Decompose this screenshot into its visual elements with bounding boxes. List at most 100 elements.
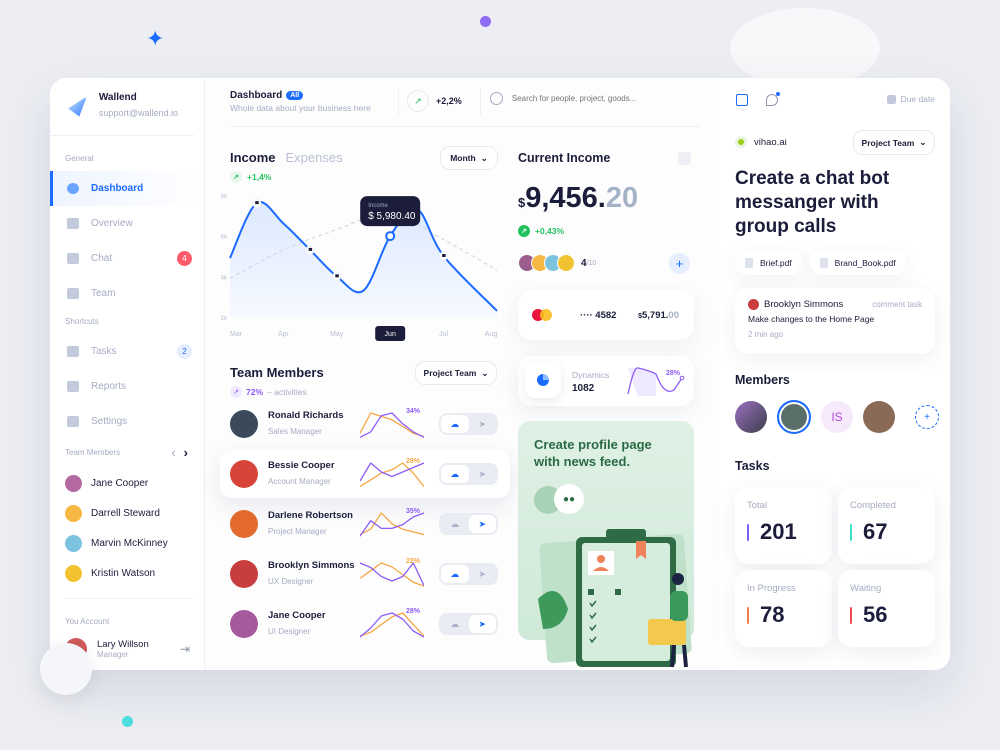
sidebar-item-chat[interactable]: Chat 4 <box>50 241 204 276</box>
logout-icon[interactable]: ⇥ <box>179 642 190 656</box>
search-bar[interactable] <box>490 92 670 105</box>
member-avatar[interactable] <box>777 400 811 434</box>
chevron-right-icon[interactable]: › <box>183 445 188 460</box>
filter-badge[interactable]: All <box>286 91 304 100</box>
task-title: Create a chat bot messanger with group c… <box>735 168 890 237</box>
sidebar-item-label: Chat <box>91 253 113 264</box>
tooltip-label: Income <box>368 203 388 209</box>
tab-income[interactable]: Income <box>230 150 276 165</box>
team-member-row[interactable]: Darlene Robertson Project Manager 35% ☁ ➤ <box>220 500 510 548</box>
add-member-button[interactable]: + <box>915 405 939 429</box>
task-stat-marker <box>850 523 852 541</box>
sidebar-item-label: Tasks <box>91 346 117 357</box>
blob-decoration <box>730 8 880 88</box>
period-dropdown[interactable]: Month ⌄ <box>440 146 498 170</box>
task-stat-value: 201 <box>760 519 797 544</box>
team-member-item[interactable]: Darrell Steward <box>50 498 204 528</box>
team-member-row[interactable]: Brooklyn Simmons UX Designer 22% ☁ ➤ <box>220 550 510 598</box>
team-member-item[interactable]: Marvin McKinney <box>50 528 204 558</box>
team-member-row[interactable]: Bessie Cooper Account Manager 28% ☁ ➤ <box>220 450 510 498</box>
y-tick-label: 6k <box>221 235 228 241</box>
promo-title: Create profile page with news feed. <box>534 437 652 469</box>
team-member-item[interactable]: Jane Cooper <box>50 468 204 498</box>
activity-label: – activities <box>267 387 307 397</box>
project-team-dropdown[interactable]: Project Team ⌄ <box>853 130 935 155</box>
send-icon[interactable]: ➤ <box>468 515 496 533</box>
tab-expenses[interactable]: Expenses <box>285 150 343 165</box>
search-input[interactable] <box>511 94 670 103</box>
contact-toggle[interactable]: ☁ ➤ <box>439 513 498 535</box>
send-icon[interactable]: ➤ <box>478 418 487 429</box>
bar-chart-icon[interactable] <box>678 152 691 165</box>
income-change-value: +1,4% <box>247 172 272 182</box>
team-member-row[interactable]: Ronald Richards Sales Manager 34% ☁ ➤ <box>220 400 510 448</box>
task-stat-waiting[interactable]: Waiting 56 <box>838 570 935 647</box>
expenses-line <box>229 212 498 279</box>
chat-icon[interactable]: ☁ <box>450 618 460 629</box>
sidebar-item-tasks[interactable]: Tasks 2 <box>50 334 204 369</box>
member-avatar[interactable] <box>863 401 895 433</box>
comment-time: 2 min ago <box>748 330 784 339</box>
trend-up-icon: ↗ <box>230 171 242 183</box>
chat-icon[interactable]: ☁ <box>441 415 469 433</box>
file-name: Brand_Book.pdf <box>834 257 896 268</box>
chat-icon[interactable]: ☁ <box>441 565 469 583</box>
income-whole: 9,456. <box>525 182 606 214</box>
member-initials-avatar[interactable]: IS <box>821 401 853 433</box>
team-filter-dropdown[interactable]: Project Team ⌄ <box>415 361 497 385</box>
team-filter-value: Project Team <box>423 368 477 378</box>
promo-card[interactable]: Create profile page with news feed. ●● <box>518 421 694 668</box>
sidebar-item-settings[interactable]: Settings <box>50 404 204 439</box>
task-stat-label: In Progress <box>747 583 796 594</box>
dot-decoration <box>122 716 133 727</box>
file-icon <box>745 257 753 268</box>
sidebar: Wallend support@wallend.io General Dashbo… <box>50 78 205 670</box>
dynamics-sparkline <box>627 367 685 396</box>
x-tick-label: Mar <box>230 331 243 338</box>
task-stat-total[interactable]: Total 201 <box>735 487 832 564</box>
payment-card[interactable]: ···· 4582 $5,791.00 <box>518 290 694 340</box>
pie-chart-icon <box>525 362 561 398</box>
due-date-button[interactable]: Due date <box>886 94 936 104</box>
send-icon[interactable]: ➤ <box>468 615 496 633</box>
chevron-down-icon: ⌄ <box>480 152 488 163</box>
sidebar-item-team[interactable]: Team <box>50 276 204 311</box>
add-button[interactable]: + <box>669 253 690 274</box>
chevron-left-icon[interactable]: ‹ <box>171 445 176 460</box>
section-general: General <box>65 154 94 163</box>
cube-icon[interactable] <box>736 94 748 106</box>
contact-toggle[interactable]: ☁ ➤ <box>439 563 498 585</box>
sidebar-item-reports[interactable]: Reports <box>50 369 204 404</box>
chat-icon[interactable]: ☁ <box>441 465 469 483</box>
task-stat-completed[interactable]: Completed 67 <box>838 487 935 564</box>
task-stat-label: Waiting <box>850 583 882 594</box>
dynamics-pct: 28% <box>666 370 681 377</box>
team-member-name: Darrell Steward <box>91 507 160 519</box>
task-stat-in-progress[interactable]: In Progress 78 <box>735 570 832 647</box>
team-member-item[interactable]: Kristin Watson <box>50 558 204 588</box>
member-activity-sparkline <box>360 562 424 587</box>
send-icon[interactable]: ➤ <box>478 568 487 579</box>
comment-author: Brooklyn Simmons <box>764 299 844 310</box>
team-member-row[interactable]: Jane Cooper UI Designer 28% ☁ ➤ <box>220 600 510 648</box>
due-date-label: Due date <box>900 94 936 104</box>
member-avatar[interactable] <box>735 401 767 433</box>
chat-icon[interactable]: ☁ <box>450 518 460 529</box>
send-icon[interactable]: ➤ <box>478 468 487 479</box>
member-avatar <box>230 560 258 588</box>
contact-toggle[interactable]: ☁ ➤ <box>439 613 498 635</box>
contact-toggle[interactable]: ☁ ➤ <box>439 413 498 435</box>
file-icon <box>819 257 828 268</box>
header-trend: ↗ +2,2% <box>407 90 462 112</box>
sidebar-item-label: Team <box>91 288 116 299</box>
contact-toggle[interactable]: ☁ ➤ <box>439 463 498 485</box>
file-attachment[interactable]: Brand_Book.pdf <box>809 250 906 275</box>
member-activity-pct: 35% <box>406 508 421 515</box>
y-tick-label: 8k <box>221 194 228 200</box>
sidebar-item-dashboard[interactable]: Dashboard <box>50 171 204 206</box>
comment-card[interactable]: Brooklyn Simmons comment task Make chang… <box>735 288 935 354</box>
chat-bubble-icon[interactable] <box>766 94 778 106</box>
sidebar-item-overview[interactable]: Overview <box>50 206 204 241</box>
organization: vihao.ai <box>735 136 787 148</box>
file-attachment[interactable]: Brief.pdf <box>735 250 802 275</box>
